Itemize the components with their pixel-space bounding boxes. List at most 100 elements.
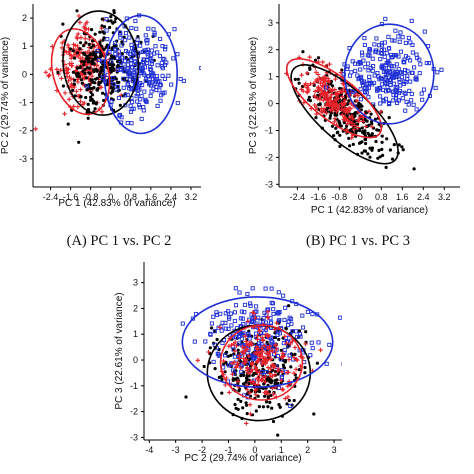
data-point-black	[317, 103, 321, 107]
data-point-red	[281, 354, 286, 359]
x-tick-label: 2	[305, 445, 310, 455]
data-point-black	[97, 73, 101, 77]
data-point-black	[289, 365, 293, 369]
data-point-red	[285, 394, 291, 400]
data-point-blue	[382, 40, 387, 45]
data-point-blue	[214, 310, 219, 315]
data-point-red	[73, 43, 78, 48]
data-point-red	[285, 370, 290, 375]
data-point-blue	[139, 94, 144, 99]
y-axis-label: PC 2 (29.74% of variance)	[0, 37, 11, 154]
data-point-red	[315, 88, 320, 93]
x-tick-label: 0.8	[375, 192, 388, 202]
data-point-red	[326, 79, 332, 84]
data-point-blue	[371, 64, 376, 69]
data-point-black	[102, 25, 107, 29]
data-point-black	[244, 401, 248, 405]
data-point-black	[120, 40, 124, 44]
data-point-blue	[310, 312, 315, 317]
data-point-black	[109, 19, 113, 23]
data-point-blue	[362, 36, 367, 41]
data-point-blue	[123, 93, 128, 98]
data-point-red	[234, 343, 239, 349]
data-point-black	[385, 137, 389, 141]
data-point-black	[100, 24, 104, 28]
data-point-blue	[410, 50, 415, 55]
data-point-red	[316, 72, 321, 77]
data-point-blue	[107, 50, 112, 55]
data-point-black	[89, 60, 94, 64]
data-point-black	[109, 15, 113, 19]
data-point-red	[249, 342, 254, 347]
data-point-black	[98, 70, 103, 74]
data-point-blue	[263, 320, 268, 325]
data-point-black	[308, 99, 312, 103]
data-point-black	[71, 49, 75, 53]
x-tick-label: -0.8	[332, 192, 348, 202]
x-tick-label: 3.2	[438, 192, 451, 202]
data-point-blue	[134, 94, 139, 99]
data-point-black	[251, 373, 255, 377]
data-point-blue	[134, 26, 139, 31]
data-point-red	[369, 124, 375, 129]
data-point-blue	[223, 326, 228, 331]
data-point-black	[277, 337, 281, 342]
data-point-red	[62, 111, 67, 116]
data-point-blue	[144, 0, 147, 2]
data-point-black	[338, 121, 342, 125]
data-point-blue	[424, 60, 429, 66]
data-point-blue	[139, 116, 144, 121]
data-point-black	[332, 134, 336, 138]
y-tick-label: -3	[265, 179, 273, 189]
data-point-red	[335, 106, 340, 111]
data-point-red	[67, 74, 72, 80]
data-point-red	[283, 396, 288, 401]
data-point-red	[239, 349, 245, 354]
data-point-black	[276, 372, 280, 376]
data-point-black	[387, 116, 391, 120]
data-point-blue	[270, 339, 275, 345]
data-point-blue	[378, 57, 383, 62]
data-point-black	[328, 114, 332, 118]
x-tick-label: 3	[332, 445, 337, 455]
data-point-red	[329, 92, 334, 97]
data-point-blue	[368, 47, 373, 52]
data-point-blue	[406, 102, 411, 107]
data-point-red	[262, 356, 268, 361]
data-point-red	[67, 97, 72, 102]
data-point-blue	[360, 80, 365, 85]
data-point-blue	[358, 97, 363, 102]
data-point-blue	[140, 66, 145, 71]
data-point-blue	[126, 69, 131, 74]
data-point-red	[82, 100, 87, 106]
x-axis-label: PC 2 (29.74% of variance)	[184, 453, 301, 464]
data-point-red	[318, 87, 323, 92]
data-point-red	[330, 106, 336, 112]
y-tick-label: 0	[268, 99, 273, 109]
x-tick-label: -1.6	[63, 192, 79, 202]
data-point-blue	[360, 83, 366, 88]
data-point-blue	[276, 310, 281, 315]
data-point-black	[83, 67, 87, 71]
data-point-red	[317, 97, 323, 102]
data-point-red	[271, 362, 276, 368]
data-point-red	[328, 107, 333, 113]
data-point-red	[315, 96, 320, 101]
data-point-blue	[419, 91, 424, 96]
data-point-red	[257, 352, 262, 357]
x-tick-label: 0	[358, 192, 363, 202]
data-point-black	[136, 35, 140, 39]
data-point-red	[256, 378, 261, 384]
data-point-red	[280, 386, 285, 392]
data-point-red	[321, 98, 326, 103]
data-point-red	[334, 102, 339, 107]
data-point-red	[265, 345, 270, 351]
data-point-black	[265, 400, 269, 404]
data-point-blue	[379, 48, 384, 53]
data-point-red	[318, 93, 323, 99]
data-point-red	[248, 411, 253, 417]
data-point-blue	[394, 69, 399, 74]
data-point-red	[273, 350, 278, 356]
data-point-red	[282, 334, 287, 339]
data-point-blue	[119, 43, 124, 48]
